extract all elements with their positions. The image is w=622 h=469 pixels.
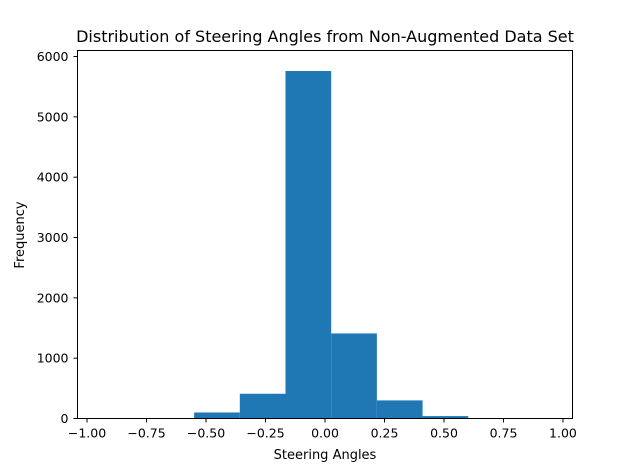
chart-title: Distribution of Steering Angles from Non…	[76, 27, 574, 46]
x-tick-label: 0.25	[371, 426, 399, 441]
y-tick-label: 5000	[37, 109, 69, 124]
histogram-bar	[376, 400, 423, 419]
y-tick-label: 1000	[37, 351, 69, 366]
histogram-bar	[239, 393, 286, 419]
y-axis-label: Frequency	[13, 201, 28, 268]
y-axis-ticks: 0 1000 2000 3000 4000 5000 6000	[37, 49, 78, 426]
x-axis-ticks: −1.00 −0.75 −0.50 −0.25 0.00 0.25 0.50 0.75 1.00	[68, 418, 577, 441]
x-tick-label: 0.75	[490, 426, 518, 441]
y-tick-label: 0	[61, 411, 69, 426]
x-tick-label: −0.25	[246, 426, 284, 441]
bars-group	[194, 71, 469, 419]
histogram-bar	[194, 412, 240, 419]
y-tick-label: 6000	[37, 49, 69, 64]
x-tick-label: −0.75	[127, 426, 165, 441]
x-tick-label: 0.00	[311, 426, 339, 441]
histogram-bar	[285, 71, 332, 419]
y-tick-label: 4000	[37, 170, 69, 185]
x-tick-label: 0.50	[430, 426, 458, 441]
y-tick-label: 3000	[37, 230, 69, 245]
histogram-bar	[422, 416, 469, 419]
y-tick-label: 2000	[37, 290, 69, 305]
plot-frame	[77, 50, 573, 419]
x-tick-label: 1.00	[549, 426, 577, 441]
histogram-bar	[331, 333, 377, 419]
x-tick-label: −1.00	[68, 426, 106, 441]
x-tick-label: −0.50	[187, 426, 225, 441]
x-axis-label: Steering Angles	[274, 448, 377, 463]
